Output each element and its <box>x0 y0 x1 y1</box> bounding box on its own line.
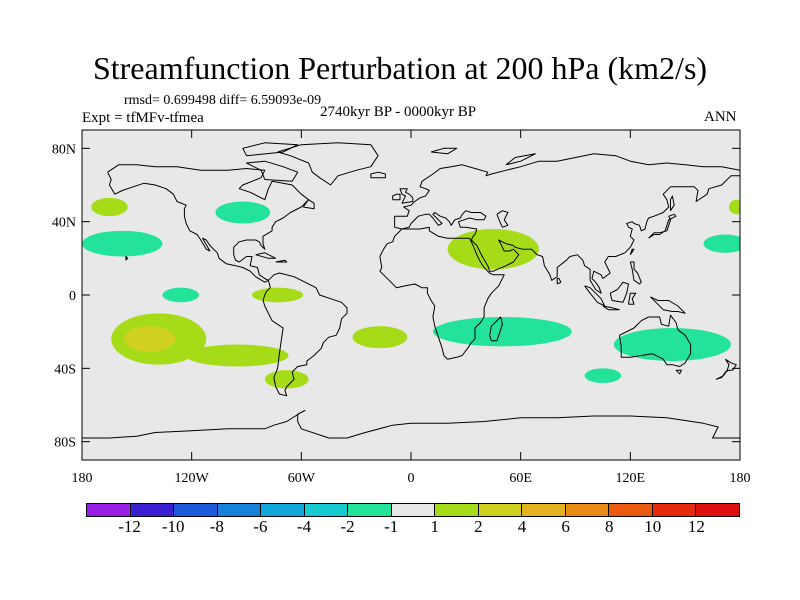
anomaly-region-3 <box>162 287 199 303</box>
coastline-taiwan <box>629 248 635 255</box>
colorbar-label: 2 <box>474 517 483 536</box>
colorbar-label: -1 <box>384 517 399 536</box>
coastline-layer <box>82 142 740 439</box>
x-tick-label: 60W <box>288 471 316 486</box>
colorbar-swatch-2 <box>174 504 218 516</box>
colorbar-label: -2 <box>340 517 355 536</box>
coastline-sakhalin <box>670 195 675 211</box>
colorbar-swatch-12 <box>609 504 653 516</box>
anomaly-region-12 <box>584 368 622 383</box>
colorbar-label: 1 <box>430 517 440 536</box>
anomaly-region-2 <box>215 201 271 224</box>
colorbar-label: -6 <box>253 517 268 536</box>
coastline-sulawesi <box>628 292 637 305</box>
colorbar <box>86 503 740 517</box>
colorbar-swatch-9 <box>478 504 523 516</box>
colorbar-label: 8 <box>604 517 614 536</box>
experiment-label: Expt = tfMFv-tfmea <box>82 110 204 126</box>
colorbar-label: -8 <box>209 517 224 536</box>
x-tick-label: 0 <box>408 471 415 486</box>
colorbar-swatch-5 <box>304 504 349 516</box>
coastline-new-guinea <box>650 296 686 314</box>
coastline-australia <box>618 314 692 367</box>
colorbar-label: -4 <box>296 517 312 536</box>
x-tick-label: 180 <box>72 471 93 486</box>
colorbar-label: 10 <box>644 517 662 536</box>
coastline-iceland <box>370 171 386 179</box>
colorbar-swatch-10 <box>522 504 566 516</box>
coastline-ireland <box>392 193 401 201</box>
colorbar-label: 4 <box>517 517 527 536</box>
anomaly-region-4 <box>251 287 304 303</box>
coastline-north-america <box>107 164 310 283</box>
coastline-gb <box>399 188 414 204</box>
anomaly-region-8 <box>264 370 309 389</box>
x-tick-label: 120E <box>616 471 646 486</box>
anomaly-region-13 <box>613 328 731 361</box>
anomaly-region-14 <box>703 234 740 253</box>
axis-ticks: 80N 40N 0 40S 80S 180 120W 60W 0 60E 120E 180 <box>52 130 751 486</box>
coastline-new-zealand <box>715 358 737 380</box>
colorbar-swatch-0 <box>87 504 131 516</box>
colorbar-swatch-11 <box>565 504 610 516</box>
colorbar-label: 12 <box>687 517 705 536</box>
coastline-tasmania <box>675 369 682 375</box>
coastline-eurasia <box>394 153 740 294</box>
coastline-antarctica <box>82 410 740 439</box>
colorbar-swatch-14 <box>696 504 739 516</box>
coastline-ellesmere <box>242 142 299 157</box>
anomaly-region-1 <box>82 230 163 257</box>
x-tick-label: 180 <box>730 471 751 486</box>
time-period-label: 2740kyr BP - 0000kyr BP <box>320 104 477 120</box>
x-tick-label: 60E <box>509 471 532 486</box>
colorbar-swatch-13 <box>652 504 697 516</box>
coastline-cuba <box>255 252 277 259</box>
chart-title: Streamfunction Perturbation at 200 hPa (… <box>92 50 708 86</box>
colorbar-swatch-8 <box>435 504 479 516</box>
stats-line: rmsd= 0.699498 diff= 6.59093e-09 <box>124 93 322 108</box>
coastline-borneo <box>609 281 629 303</box>
coastline-greenland <box>277 142 379 186</box>
coastline-madagascar <box>489 316 503 342</box>
coastline-caspian <box>496 210 509 228</box>
colorbar-label: 6 <box>561 517 570 536</box>
coastline-sri-lanka <box>556 278 562 285</box>
anomaly-region-11 <box>432 317 572 347</box>
anomaly-layer <box>82 197 740 389</box>
anomaly-region-6 <box>124 326 176 352</box>
coastline-java <box>602 305 620 311</box>
anomaly-region-9 <box>352 326 408 349</box>
y-tick-label: 0 <box>69 289 76 304</box>
x-tick-label: 120W <box>175 471 210 486</box>
y-tick-label: 40S <box>54 362 76 377</box>
colorbar-swatch-6 <box>348 504 392 516</box>
y-tick-label: 40N <box>52 216 76 231</box>
colorbar-label: -12 <box>118 517 141 536</box>
colorbar-swatch-4 <box>261 504 305 516</box>
season-label: ANN <box>704 109 737 125</box>
coastline-baffin <box>246 160 299 182</box>
colorbar-label: -10 <box>161 517 185 536</box>
coastline-newfoundland <box>302 199 315 210</box>
anomaly-region-7 <box>186 344 289 367</box>
colorbar-swatch-7 <box>391 504 436 516</box>
y-tick-label: 80S <box>54 436 76 451</box>
coastline-svalbard <box>430 147 458 155</box>
anomaly-region-15 <box>729 199 740 215</box>
coastline-japan <box>648 213 677 239</box>
coastline-hispaniola <box>275 259 288 263</box>
coastline-novaya-zemlya <box>505 153 536 166</box>
colorbar-swatch-1 <box>130 504 175 516</box>
coastline-philippines <box>629 261 642 285</box>
colorbar-swatch-3 <box>217 504 262 516</box>
y-tick-label: 80N <box>52 142 76 157</box>
coastline-africa <box>379 226 505 360</box>
coastline-hawaii <box>125 256 129 261</box>
coastline-south-america <box>262 272 348 397</box>
anomaly-region-0 <box>91 197 128 217</box>
